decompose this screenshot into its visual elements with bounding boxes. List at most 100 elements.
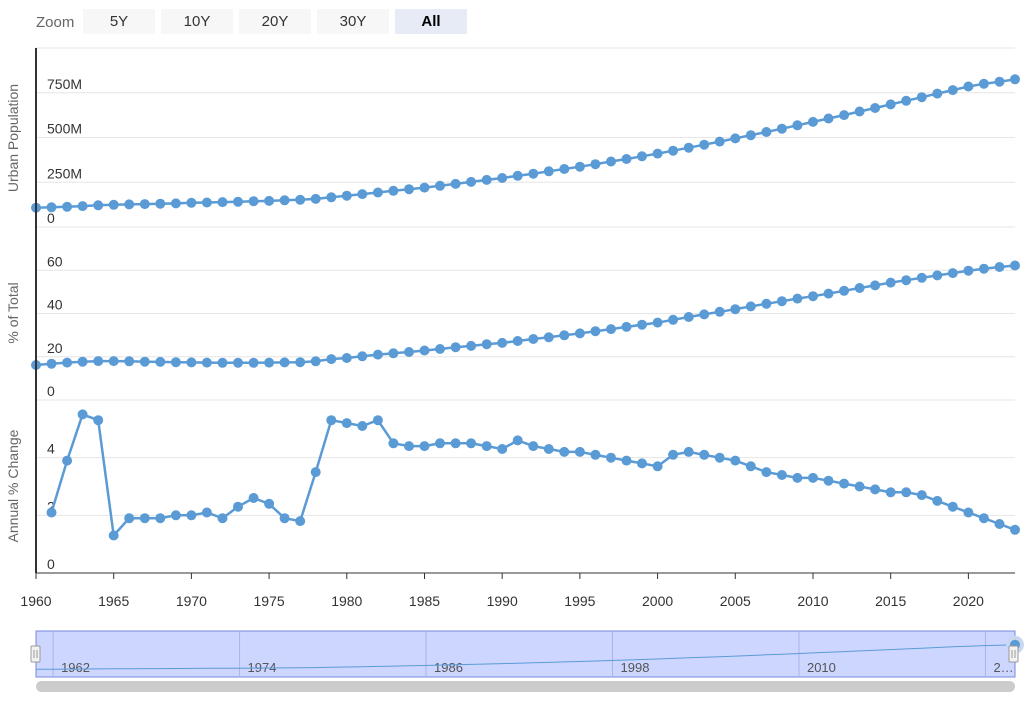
data-point[interactable] (808, 472, 818, 483)
data-point[interactable] (357, 351, 368, 362)
data-point[interactable] (450, 438, 461, 449)
data-point[interactable] (326, 354, 337, 365)
data-point[interactable] (730, 133, 741, 144)
data-point[interactable] (776, 470, 787, 480)
data-point[interactable] (854, 106, 865, 117)
data-point[interactable] (559, 164, 570, 174)
zoom-20y-button[interactable]: 20Y (239, 9, 311, 34)
data-point[interactable] (1010, 524, 1020, 535)
data-point[interactable] (652, 461, 663, 472)
data-point[interactable] (77, 356, 88, 367)
data-point[interactable] (341, 418, 352, 429)
data-point[interactable] (745, 130, 756, 141)
data-point[interactable] (264, 357, 275, 368)
data-point[interactable] (559, 446, 570, 457)
data-point[interactable] (1010, 74, 1020, 85)
data-point[interactable] (201, 507, 212, 518)
data-point[interactable] (341, 353, 352, 363)
data-point[interactable] (932, 270, 943, 281)
data-point[interactable] (248, 493, 259, 503)
data-point[interactable] (124, 356, 135, 367)
data-point[interactable] (435, 438, 445, 449)
data-point[interactable] (279, 195, 290, 206)
data-point[interactable] (93, 356, 104, 367)
data-point[interactable] (994, 519, 1005, 529)
data-point[interactable] (947, 268, 958, 279)
data-point[interactable] (963, 507, 974, 518)
data-point[interactable] (295, 516, 306, 527)
data-point[interactable] (745, 301, 756, 312)
data-point[interactable] (854, 481, 865, 492)
data-point[interactable] (699, 449, 710, 460)
data-point[interactable] (901, 275, 912, 286)
data-point[interactable] (761, 127, 772, 137)
data-point[interactable] (621, 154, 632, 164)
data-point[interactable] (310, 467, 321, 478)
data-point[interactable] (186, 197, 197, 208)
data-point[interactable] (885, 99, 896, 110)
data-point[interactable] (1010, 260, 1020, 271)
data-point[interactable] (93, 200, 104, 211)
data-point[interactable] (637, 151, 647, 162)
data-point[interactable] (155, 198, 166, 209)
data-point[interactable] (839, 478, 850, 489)
data-point[interactable] (901, 487, 912, 498)
data-point[interactable] (264, 195, 275, 206)
data-point[interactable] (870, 484, 881, 495)
data-point[interactable] (714, 306, 725, 317)
data-point[interactable] (450, 342, 461, 353)
data-point[interactable] (528, 441, 539, 452)
navigator-selection[interactable] (35, 630, 1016, 678)
data-point[interactable] (108, 530, 119, 541)
zoom-30y-button[interactable]: 30Y (317, 9, 389, 34)
data-point[interactable] (574, 328, 585, 339)
data-point[interactable] (372, 187, 383, 198)
data-point[interactable] (481, 174, 492, 185)
data-point[interactable] (46, 202, 57, 213)
data-point[interactable] (497, 173, 508, 183)
data-point[interactable] (186, 510, 197, 521)
data-point[interactable] (108, 199, 119, 210)
data-point[interactable] (668, 449, 679, 460)
data-point[interactable] (528, 168, 539, 179)
data-point[interactable] (559, 330, 570, 341)
data-point[interactable] (978, 78, 989, 89)
data-point[interactable] (357, 421, 368, 431)
data-point[interactable] (217, 197, 228, 208)
data-point[interactable] (823, 475, 834, 486)
data-point[interactable] (761, 467, 772, 478)
data-point[interactable] (404, 441, 414, 452)
data-point[interactable] (481, 339, 492, 350)
data-point[interactable] (326, 415, 337, 426)
scrollbar-thumb[interactable] (36, 681, 1015, 692)
data-point[interactable] (419, 441, 430, 452)
data-point[interactable] (512, 435, 523, 446)
data-point[interactable] (761, 298, 772, 309)
data-point[interactable] (745, 461, 756, 472)
data-point[interactable] (62, 455, 73, 466)
data-point[interactable] (699, 309, 710, 320)
data-point[interactable] (62, 357, 73, 368)
data-point[interactable] (839, 285, 850, 296)
data-point[interactable] (792, 120, 803, 131)
data-point[interactable] (372, 415, 383, 426)
data-point[interactable] (295, 357, 306, 368)
data-point[interactable] (978, 263, 989, 274)
data-point[interactable] (233, 196, 243, 207)
data-point[interactable] (201, 357, 212, 368)
data-point[interactable] (854, 283, 865, 293)
data-point[interactable] (792, 293, 803, 304)
navigator-right-handle[interactable] (1008, 645, 1019, 663)
data-point[interactable] (466, 340, 477, 351)
data-point[interactable] (108, 356, 119, 367)
data-point[interactable] (916, 272, 927, 283)
data-point[interactable] (512, 170, 523, 181)
data-point[interactable] (776, 296, 787, 307)
data-point[interactable] (963, 81, 974, 92)
data-point[interactable] (637, 458, 647, 469)
data-point[interactable] (699, 139, 710, 150)
data-point[interactable] (683, 446, 694, 457)
data-point[interactable] (994, 262, 1005, 272)
data-point[interactable] (823, 113, 834, 124)
data-point[interactable] (62, 201, 73, 212)
